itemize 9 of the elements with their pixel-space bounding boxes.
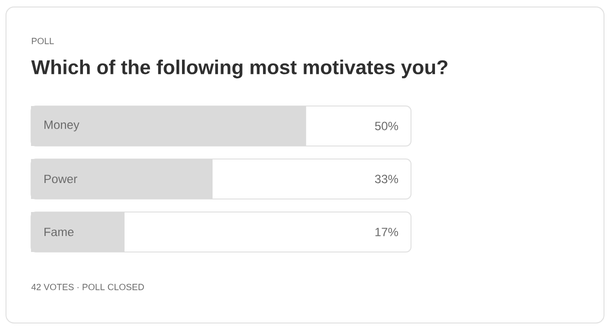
text: POLL [32, 38, 54, 44]
chart-title: Which of the following most motivates you? [31, 60, 448, 78]
data-label: 17% [375, 228, 398, 236]
data-label: 33% [375, 174, 398, 184]
y-tick-label: Money [44, 120, 80, 132]
y-tick-label: Power [44, 174, 78, 184]
y-tick-label: Fame [44, 228, 74, 236]
data-label: 50% [375, 122, 398, 130]
text: 42 VOTES · POLL CLOSED [31, 284, 144, 290]
